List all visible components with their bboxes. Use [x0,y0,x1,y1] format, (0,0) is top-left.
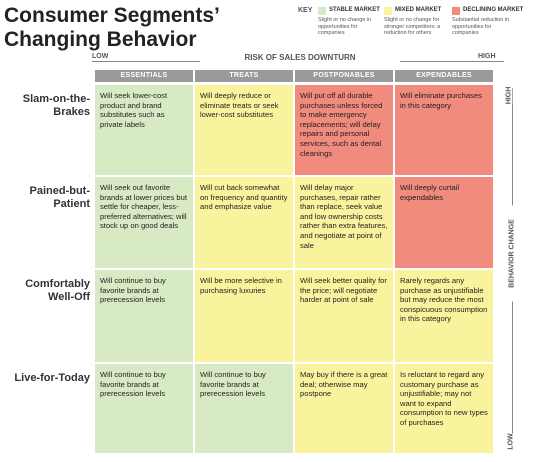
x-axis-high: HIGH [478,53,496,60]
cell: Will put off all durable purchases unles… [295,85,393,175]
key-description: Slight or no change for stronger competi… [384,17,441,36]
row-label: Slam-on-the-Brakes [22,93,90,118]
column-header: EXPENDABLES [395,70,493,82]
cell: Will continue to buy favorite brands at … [95,270,193,362]
cell: Will cut back somewhat on frequency and … [195,177,293,268]
cell: Will seek out favorite brands at lower p… [95,177,193,268]
cell: Will delay major purchases, repair rathe… [295,177,393,268]
cell: Will seek better quality for the price; … [295,270,393,362]
key-description: Substantial reduction in opportunities f… [452,17,510,36]
cell: Will deeply curtail expendables [395,177,493,268]
key-description: Slight or no change in opportunities for… [318,17,372,36]
cell: Will eliminate purchases in this categor… [395,85,493,175]
cell: Rarely regards any purchase as unjustifi… [395,270,493,362]
y-axis-low: LOW [507,433,515,450]
row-label: Comfortably Well-Off [25,278,90,303]
key-label: KEY [298,7,313,14]
cell: May buy if there is a great deal; otherw… [295,364,393,453]
x-axis-low: LOW [92,53,109,60]
x-axis-label: RISK OF SALES DOWNTURN [200,53,400,62]
key-name: MIXED MARKET [395,7,442,13]
cell: Will seek lower-cost product and brand s… [95,85,193,175]
cell: Will continue to buy favorite brands at … [95,364,193,453]
row-label: Pained-but-Patient [29,185,91,210]
key-swatch [384,7,392,15]
key-name: DECLINING MARKET [463,7,524,13]
column-header: ESSENTIALS [95,70,193,82]
y-axis-label: BEHAVIOR CHANGE [508,205,516,302]
column-header: TREATS [195,70,293,82]
cell: Is reluctant to regard any customary pur… [395,364,493,453]
cell: Will be more selective in purchasing lux… [195,270,293,362]
cell: Will continue to buy favorite brands at … [195,364,293,453]
cell: Will deeply reduce or eliminate treats o… [195,85,293,175]
key-swatch [318,7,326,15]
key-swatch [452,7,460,15]
y-axis-high: HIGH [505,86,513,105]
row-label: Live-for-Today [14,372,90,384]
key-name: STABLE MARKET [329,7,380,13]
title: Consumer Segments’ Changing Behavior [4,4,219,51]
column-header: POSTPONABLES [295,70,393,82]
